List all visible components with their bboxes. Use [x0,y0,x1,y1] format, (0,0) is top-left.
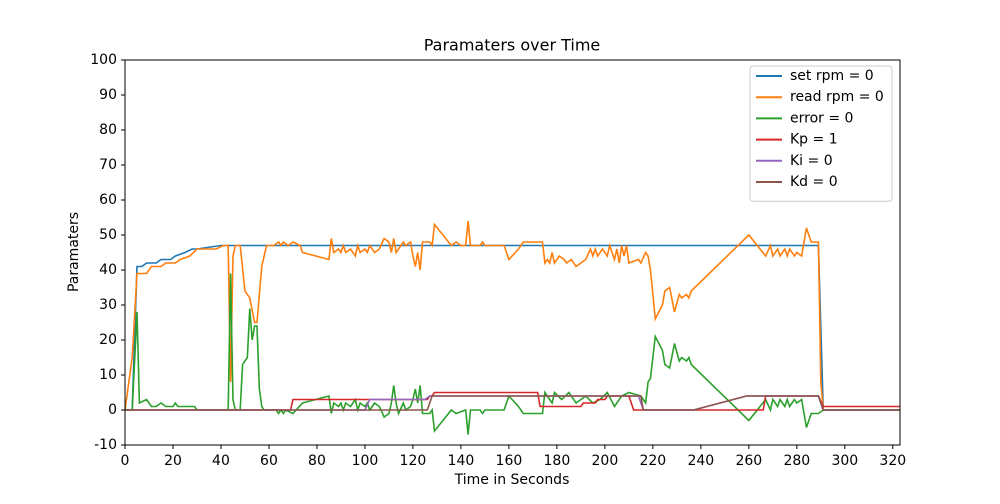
y-tick-label: 10 [99,367,117,383]
x-tick-label: 260 [735,453,762,469]
x-axis-label: Time in Seconds [454,472,570,488]
plot-frame [124,59,901,446]
x-tick-label: 200 [592,453,619,469]
y-tick-label: 0 [108,402,117,418]
x-tick-label: 80 [308,453,326,469]
y-tick-label: 70 [99,157,117,173]
legend-label: Kd = 0 [790,174,838,190]
x-tick-label: 320 [879,453,906,469]
y-tick-label: 100 [90,52,117,68]
x-tick-label: 280 [783,453,810,469]
legend-label: read rpm = 0 [790,89,884,105]
x-tick-label: 160 [496,453,523,469]
legend-label: error = 0 [790,110,853,126]
series-line [125,273,900,435]
y-tick-label: 40 [99,262,117,278]
y-tick-label: 80 [99,122,117,138]
x-tick-label: 120 [400,453,427,469]
series-line [125,395,900,411]
x-tick-label: 140 [448,453,475,469]
x-tick-label: 60 [260,453,278,469]
y-tick-label: 60 [99,192,117,208]
y-tick-label: 50 [99,227,117,243]
legend-label: Kp = 1 [790,132,838,148]
x-tick-label: 180 [544,453,571,469]
legend-label: Ki = 0 [790,153,833,169]
y-tick-label: -10 [94,437,117,453]
x-tick-label: 20 [164,453,182,469]
chart-title: Paramaters over Time [424,36,601,55]
x-tick-label: 240 [687,453,714,469]
legend-label: set rpm = 0 [790,68,874,84]
series-line [125,244,900,411]
y-tick-label: 90 [99,87,117,103]
x-tick-label: 0 [121,453,130,469]
y-tick-label: 20 [99,332,117,348]
x-tick-label: 300 [831,453,858,469]
x-tick-label: 220 [639,453,666,469]
y-axis-label: Paramaters [66,212,82,292]
series-line [125,220,900,411]
legend-box [749,65,893,202]
x-tick-label: 100 [352,453,379,469]
y-tick-label: 30 [99,297,117,313]
x-tick-label: 40 [212,453,230,469]
